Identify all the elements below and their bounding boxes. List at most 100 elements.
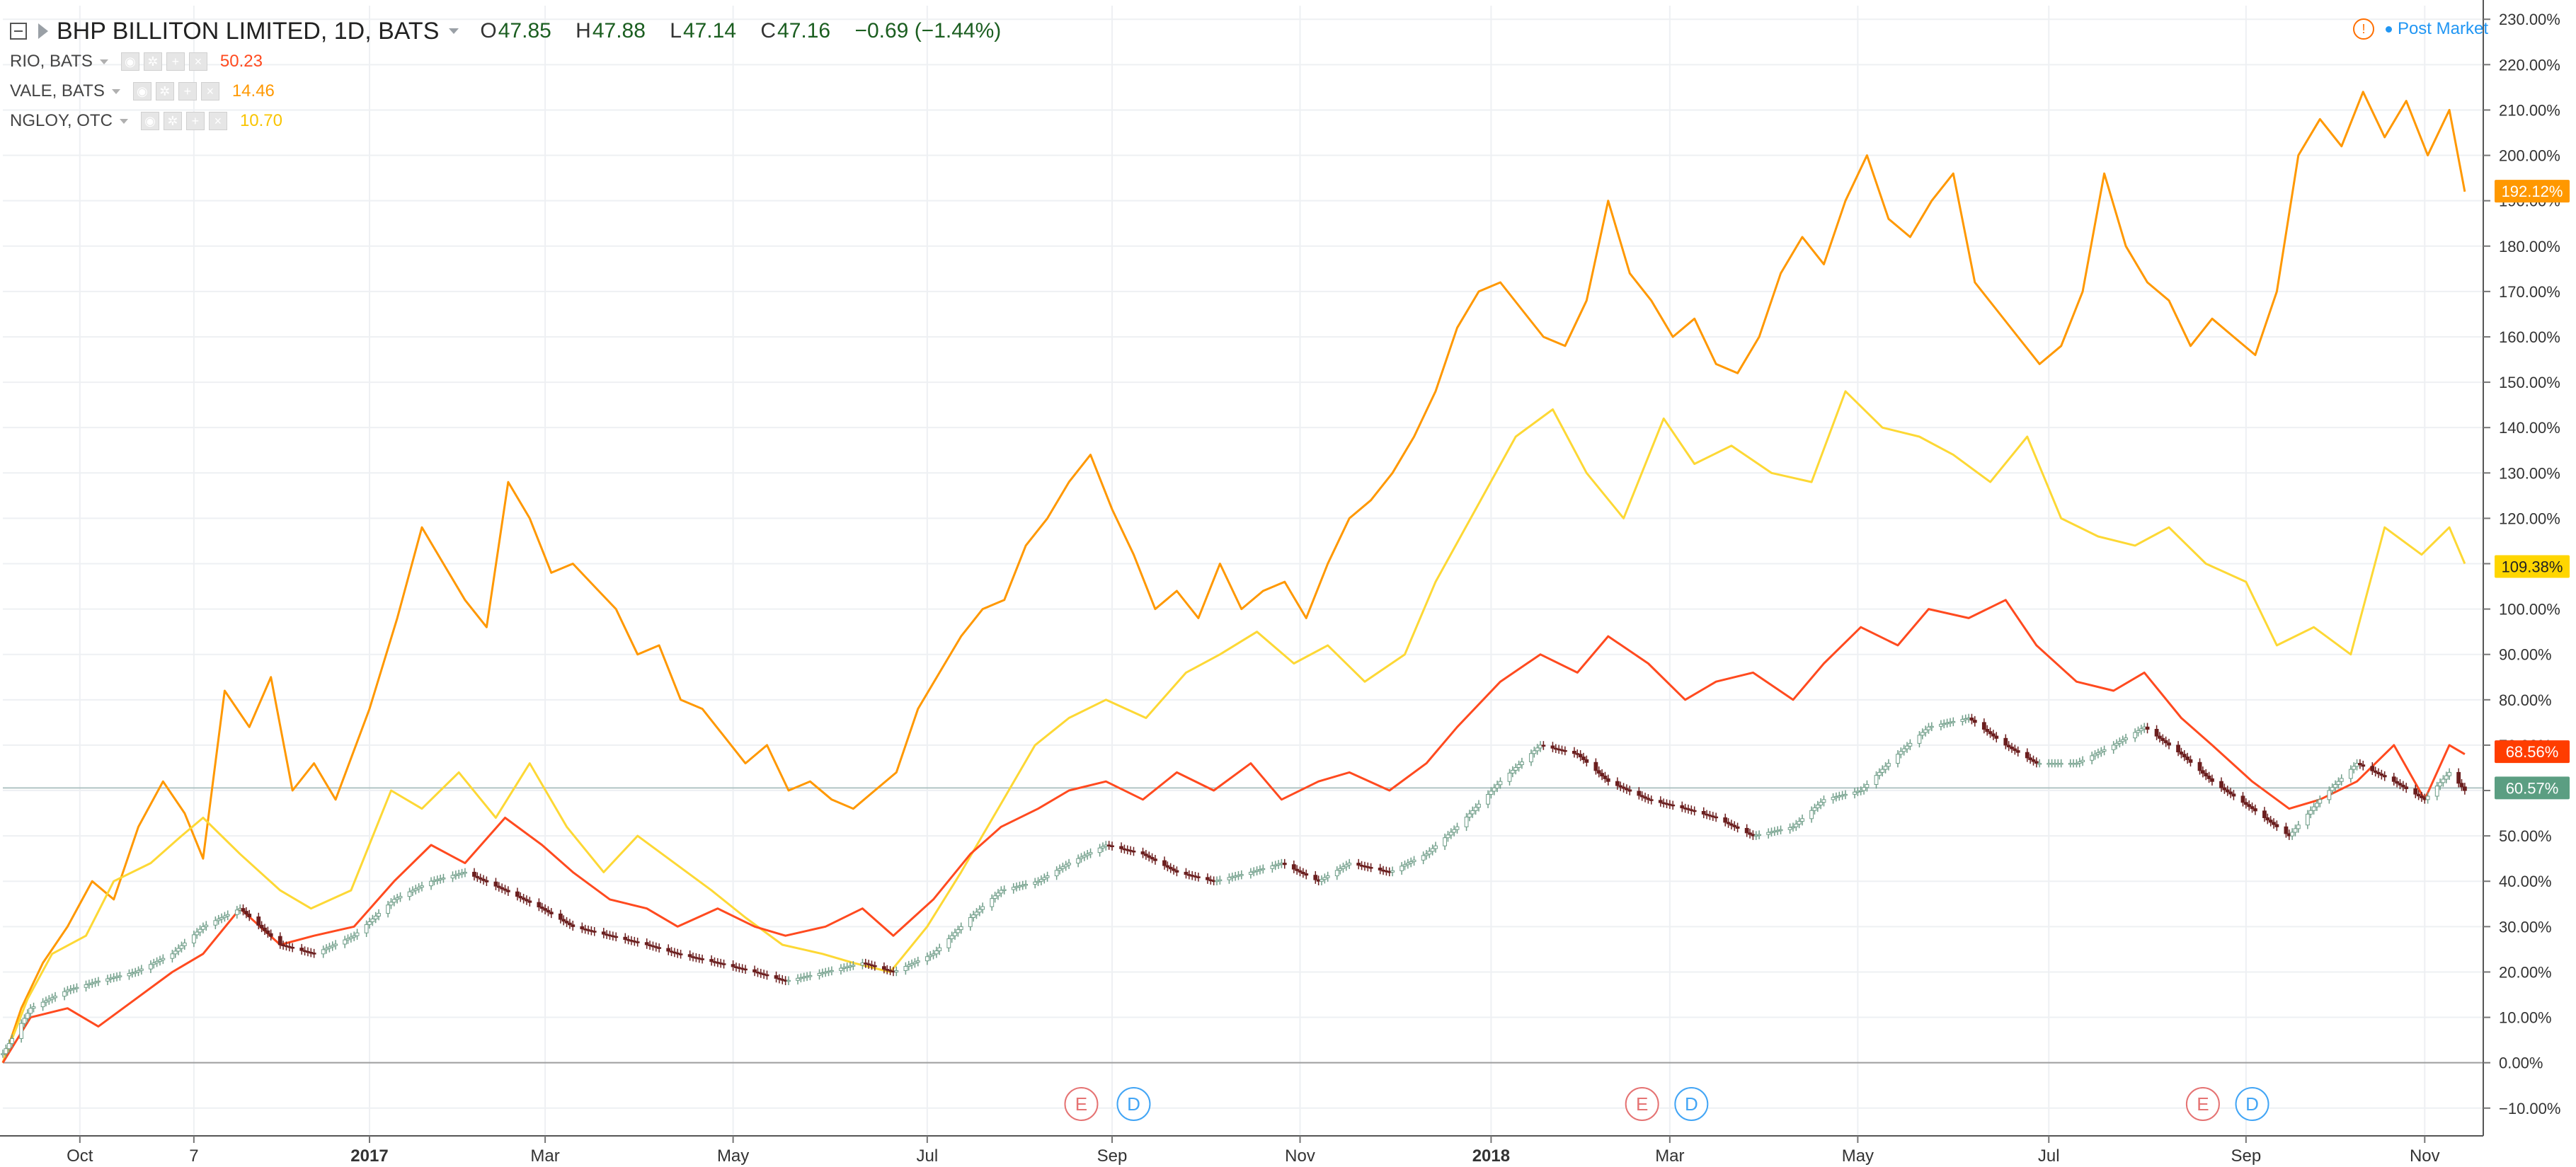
- candle-body: [537, 902, 542, 908]
- close-icon[interactable]: ×: [208, 112, 227, 130]
- candle-body: [225, 914, 230, 916]
- candle-body: [1541, 745, 1546, 747]
- chevron-down-icon[interactable]: [111, 88, 120, 94]
- candle-body: [496, 885, 501, 888]
- plus-icon[interactable]: +: [178, 82, 197, 100]
- candle-body: [2154, 728, 2159, 737]
- candle-body: [2308, 810, 2313, 815]
- candle-body: [1, 1053, 5, 1055]
- close-icon[interactable]: ×: [188, 52, 207, 71]
- candle-body: [1489, 791, 1494, 795]
- candle-body: [1320, 879, 1324, 882]
- candle-body: [6, 1043, 11, 1050]
- post-market-indicator[interactable]: ! Post Market: [2352, 17, 2488, 41]
- earnings-marker[interactable]: [1064, 1087, 1099, 1121]
- candle-body: [1603, 776, 1608, 779]
- candle-body: [1643, 796, 1647, 799]
- time-axis[interactable]: Oct 7 2017 Mar May Jul Sep Nov 2018 Mar May Jul Sep N…: [0, 1135, 2483, 1166]
- plus-icon[interactable]: +: [166, 52, 185, 71]
- candle-body: [1060, 866, 1065, 869]
- candle-body: [68, 989, 73, 991]
- candle-body: [2400, 784, 2405, 788]
- candle-body: [389, 902, 394, 906]
- dividend-marker[interactable]: [1674, 1087, 1709, 1121]
- candle-body: [949, 935, 954, 939]
- chevron-down-icon[interactable]: [449, 28, 459, 34]
- candle-body: [2179, 752, 2184, 755]
- candle-body: [2444, 775, 2449, 780]
- eye-icon[interactable]: ◉: [132, 82, 151, 100]
- candle-body: [2074, 763, 2079, 765]
- candle-body: [222, 915, 227, 919]
- eye-icon[interactable]: ◉: [140, 112, 159, 130]
- y-tick-label: 160.00%: [2499, 328, 2560, 346]
- price-axis[interactable]: 230.00%220.00%210.00%200.00%190.00%180.0…: [2483, 0, 2576, 1167]
- warning-icon[interactable]: !: [2352, 18, 2374, 40]
- flag-icon[interactable]: [38, 23, 48, 39]
- candle-body: [1495, 784, 1500, 788]
- gear-icon[interactable]: ✲: [163, 112, 182, 130]
- candle-body: [2413, 788, 2418, 795]
- compare-symbol-name[interactable]: NGLOY, OTC: [10, 111, 113, 130]
- candle-body: [90, 982, 95, 984]
- candle-body: [525, 899, 529, 902]
- event-marker-label: D: [1685, 1093, 1698, 1115]
- candle-body: [204, 924, 209, 927]
- y-tick-label: 10.00%: [2499, 1009, 2552, 1027]
- candle-body: [2247, 804, 2252, 807]
- candle-body: [1412, 859, 1416, 862]
- x-tick-label: Mar: [530, 1146, 559, 1166]
- candle-body: [1356, 863, 1361, 866]
- candle-body: [1766, 832, 1771, 835]
- plus-icon[interactable]: +: [185, 112, 205, 130]
- compare-symbol-name[interactable]: RIO, BATS: [10, 52, 93, 71]
- candle-body: [2459, 783, 2464, 788]
- candle-body: [1270, 865, 1275, 869]
- earnings-marker[interactable]: [1625, 1087, 1659, 1121]
- candle-body: [1926, 726, 1931, 730]
- candle-body: [2404, 786, 2409, 789]
- y-tick-label: 130.00%: [2499, 464, 2560, 482]
- candle-body: [367, 921, 372, 925]
- dividend-marker[interactable]: [2235, 1087, 2269, 1121]
- candle-body: [830, 970, 834, 972]
- candle-body: [934, 950, 939, 955]
- candle-body: [1510, 769, 1515, 774]
- candle-body: [1162, 860, 1167, 866]
- candle-body: [484, 880, 489, 883]
- candle-body: [1819, 802, 1824, 806]
- candle-body: [2200, 770, 2205, 774]
- status-dot-icon: [2385, 25, 2392, 33]
- candle-body: [1800, 818, 1804, 822]
- chevron-down-icon[interactable]: [99, 59, 108, 64]
- candle-body: [980, 906, 985, 910]
- candle-body: [324, 948, 328, 950]
- dividend-marker[interactable]: [1116, 1087, 1151, 1121]
- x-tick-label: May: [1842, 1146, 1874, 1166]
- compare-symbol-name[interactable]: VALE, BATS: [10, 81, 105, 100]
- collapse-icon[interactable]: [10, 23, 27, 40]
- candle-body: [2080, 759, 2085, 762]
- candle-body: [743, 968, 748, 971]
- candle-body: [96, 980, 101, 983]
- earnings-marker[interactable]: [2185, 1087, 2220, 1121]
- candle-body: [958, 926, 963, 931]
- gear-icon[interactable]: ✲: [143, 52, 162, 71]
- symbol-title[interactable]: BHP BILLITON LIMITED, 1D, BATS: [57, 17, 440, 45]
- candle-body: [1470, 810, 1475, 815]
- close-icon[interactable]: ×: [200, 82, 219, 100]
- candle-body: [2133, 732, 2138, 739]
- gear-icon[interactable]: ✲: [155, 82, 174, 100]
- candle-body: [977, 909, 982, 913]
- x-tick-label: Mar: [1655, 1146, 1684, 1166]
- candle-body: [1972, 720, 1977, 723]
- candle-body: [1347, 863, 1352, 866]
- candle-body: [170, 953, 175, 959]
- candle-body: [700, 958, 704, 960]
- eye-icon[interactable]: ◉: [120, 52, 139, 71]
- x-tick-label: 2017: [350, 1146, 388, 1166]
- candle-body: [1689, 809, 1694, 811]
- candle-body: [2204, 773, 2209, 777]
- chevron-down-icon[interactable]: [119, 118, 128, 124]
